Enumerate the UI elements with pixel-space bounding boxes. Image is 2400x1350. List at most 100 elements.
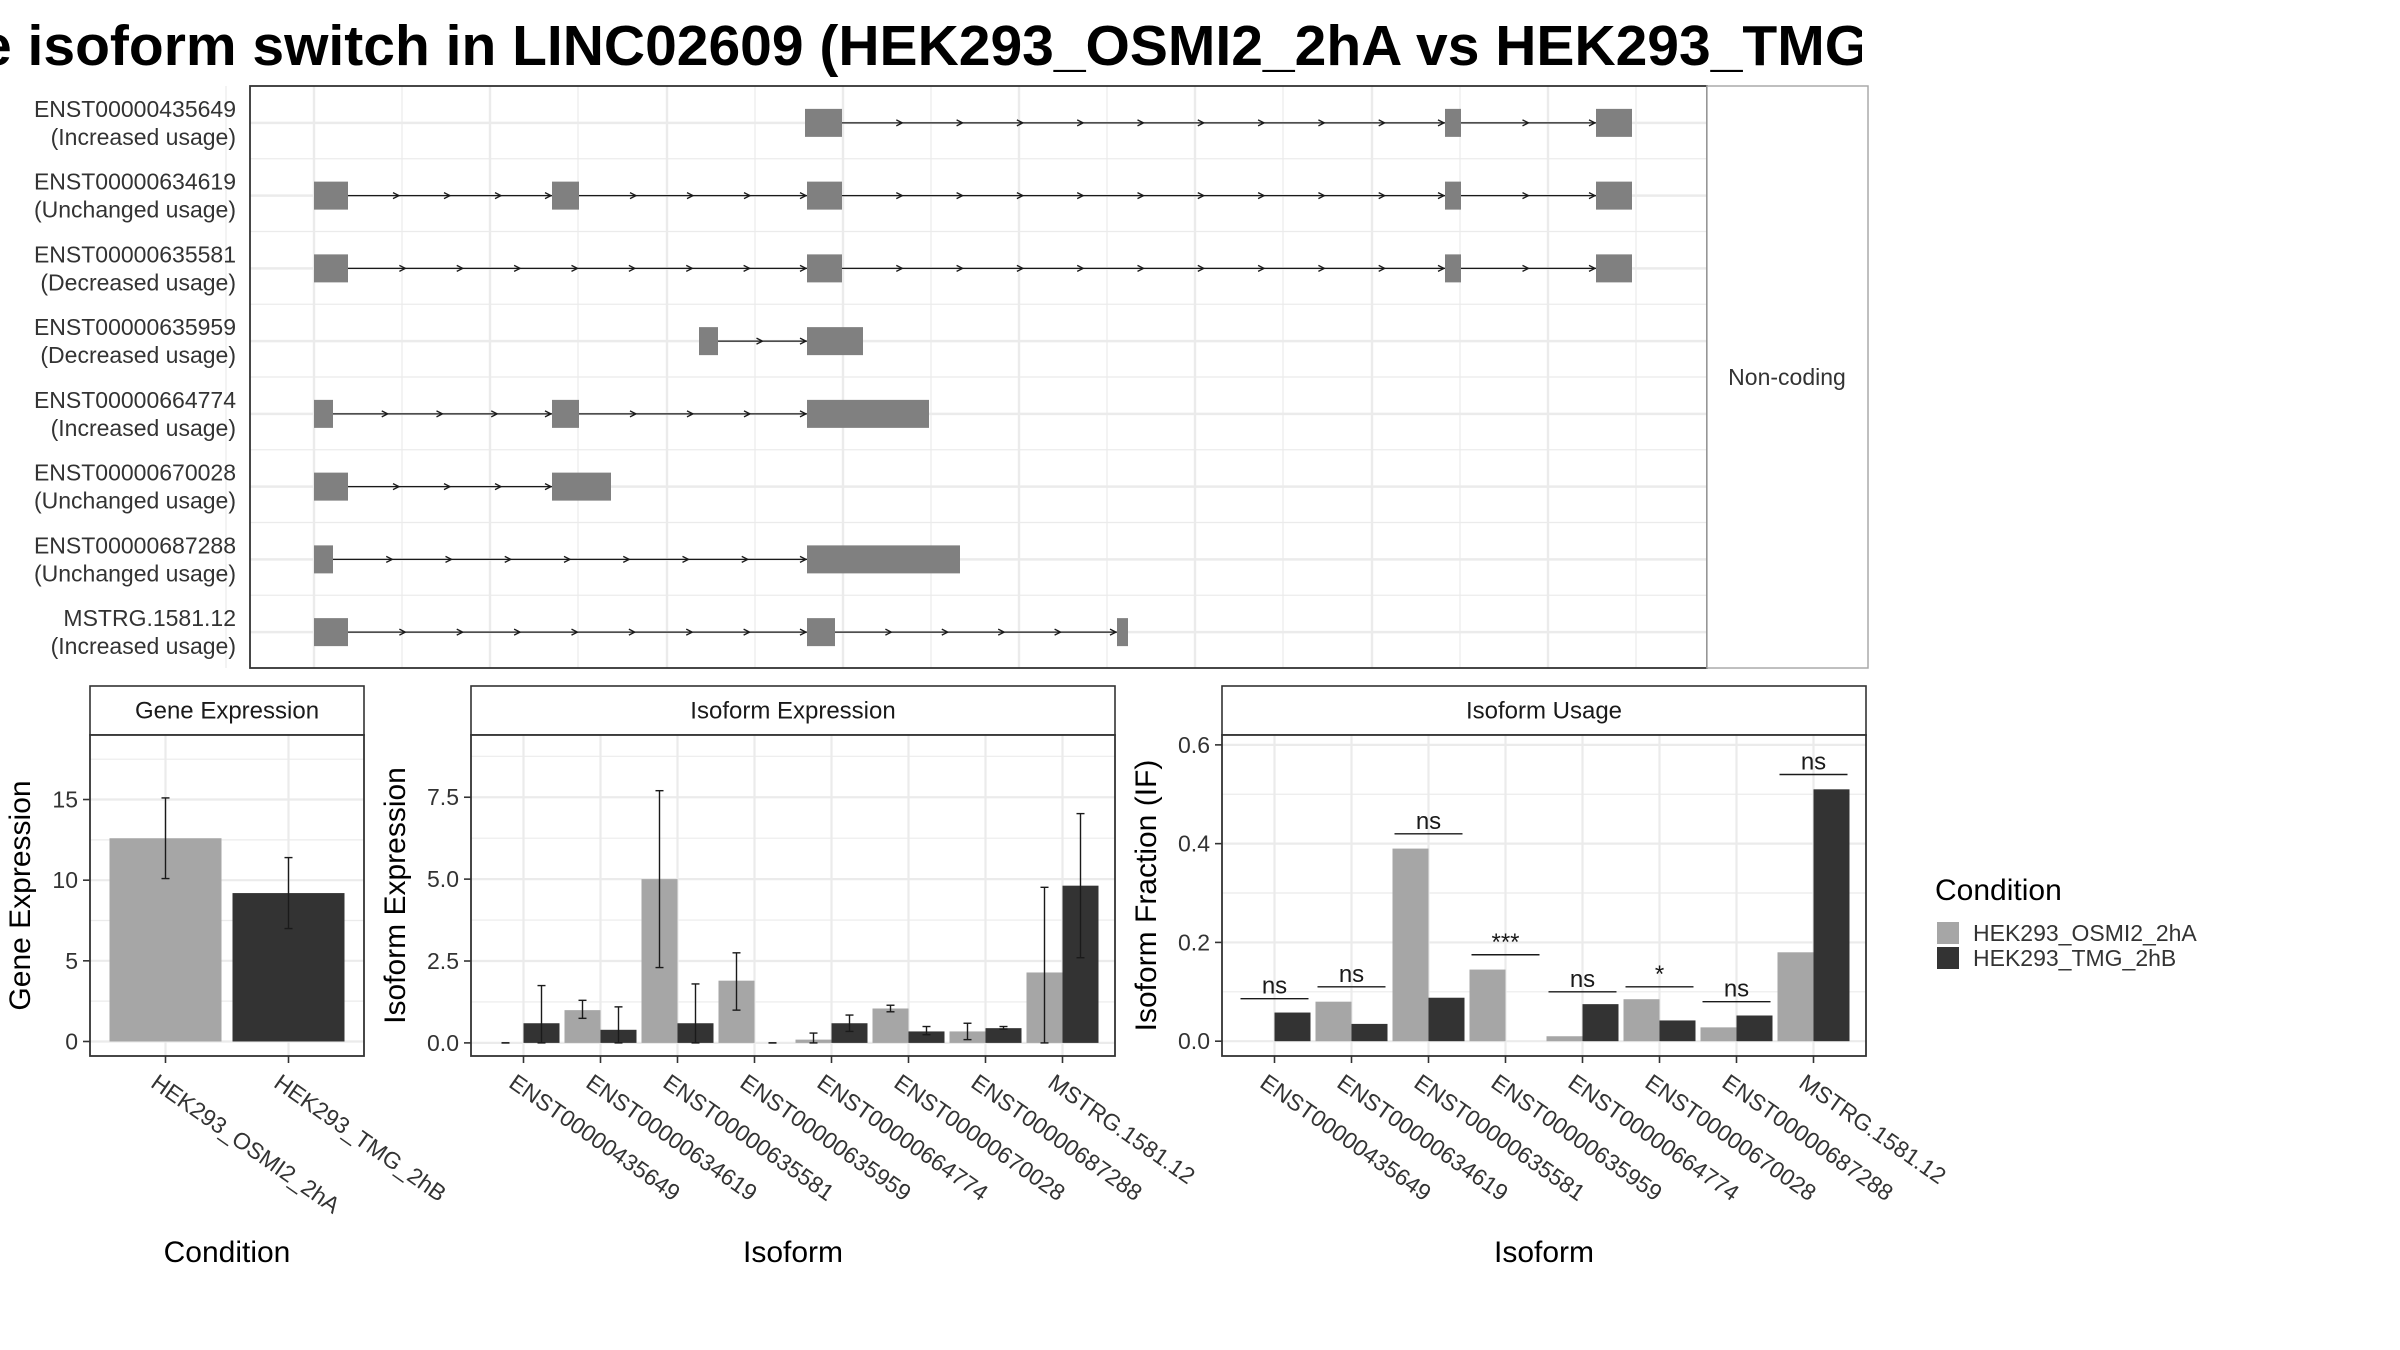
y-tick-label: 2.5 <box>427 948 459 974</box>
intron-arrow <box>686 410 695 418</box>
transcript-id-label: ENST00000635581 <box>34 241 236 267</box>
intron-arrow <box>756 337 764 345</box>
intron-arrow <box>494 192 503 200</box>
intron-arrow <box>685 628 694 636</box>
transcript-id-label: ENST00000435649 <box>34 96 236 122</box>
intron-arrow <box>544 410 553 418</box>
exon-block <box>552 472 611 501</box>
bar <box>1274 1012 1311 1042</box>
panel-border <box>1221 734 1867 1057</box>
intron-arrow <box>743 264 752 272</box>
isoform-expression-panel: Isoform Expression0.02.55.07.5ENST000004… <box>379 685 1200 1269</box>
exon-block <box>807 545 960 574</box>
intron-arrow <box>941 628 950 636</box>
exon-block <box>1445 254 1461 283</box>
intron-arrow <box>399 628 407 636</box>
exon-block <box>699 327 718 356</box>
intron-arrow <box>392 483 401 491</box>
exon-block <box>1596 108 1632 137</box>
intron-arrow <box>1522 119 1530 127</box>
facet-strip-label: Non-coding <box>1728 364 1846 390</box>
facet-strip-box <box>1706 85 1869 669</box>
transcript-id-label: ENST00000664774 <box>34 387 236 413</box>
y-tick-label: 10 <box>52 867 78 893</box>
intron-arrow <box>399 264 407 272</box>
exon-block <box>314 472 348 501</box>
intron-arrow <box>513 628 522 636</box>
panel-border <box>89 734 365 1057</box>
intron-arrow <box>628 628 637 636</box>
intron-arrow <box>685 264 694 272</box>
x-axis-title: Condition <box>164 1236 291 1269</box>
x-axis-title: Isoform <box>1494 1236 1594 1269</box>
significance-label: ns <box>1570 966 1595 993</box>
panel-strip <box>1221 685 1867 736</box>
figure-title: e isoform switch in LINC02609 (HEK293_OS… <box>0 14 1862 78</box>
intron-arrow <box>799 192 808 200</box>
transcript-id-label: ENST00000687288 <box>34 532 236 558</box>
bar <box>1392 848 1429 1042</box>
intron-arrow <box>682 555 690 563</box>
y-tick-label: 5 <box>65 948 78 974</box>
panel-title: Isoform Usage <box>1466 698 1622 725</box>
intron-arrow <box>622 555 631 563</box>
exon-block <box>807 254 842 283</box>
intron-arrow <box>1197 264 1206 272</box>
intron-arrow <box>445 555 453 563</box>
intron-arrow <box>885 628 893 636</box>
intron-arrow <box>686 192 695 200</box>
legend-label: HEK293_OSMI2_2hA <box>1973 920 2197 946</box>
intron-arrow <box>1197 192 1206 200</box>
intron-arrow <box>743 192 752 200</box>
intron-arrow <box>799 628 808 636</box>
bar <box>1582 1004 1619 1042</box>
x-axis-title: Isoform <box>743 1236 843 1269</box>
bar <box>1315 1001 1352 1042</box>
intron-arrow <box>1588 119 1597 127</box>
isoform-usage-panel: Isoform Usage 0.0 0.2 0.4 0.6 ns ns ns *** ns * ns n… <box>1130 685 1951 1269</box>
intron-arrow <box>563 555 572 563</box>
significance-label: ns <box>1724 976 1749 1003</box>
legend-title: Condition <box>1935 874 2062 907</box>
intron-arrow <box>571 264 579 272</box>
transcript-id-label: ENST00000635959 <box>34 314 236 340</box>
intron-arrow <box>456 628 465 636</box>
transcript-status-label: (Increased usage) <box>51 633 236 659</box>
intron-arrow <box>1378 119 1387 127</box>
y-tick-label: 0.0 <box>1178 1028 1210 1054</box>
transcript-id-label: ENST00000634619 <box>34 169 236 195</box>
bar <box>831 1023 868 1043</box>
y-tick-label: 0 <box>65 1028 78 1054</box>
intron-arrow <box>504 555 513 563</box>
intron-arrow <box>544 192 553 200</box>
intron-arrow <box>381 410 390 418</box>
significance-label: *** <box>1491 929 1519 956</box>
intron-arrow <box>571 628 579 636</box>
intron-arrow <box>1318 119 1326 127</box>
exon-block <box>314 545 333 574</box>
exon-block <box>807 181 842 210</box>
y-tick-label: 0.0 <box>427 1030 459 1056</box>
intron-arrow <box>896 264 904 272</box>
intron-arrow <box>1588 192 1597 200</box>
intron-arrow <box>1318 264 1326 272</box>
intron-arrow <box>1588 264 1597 272</box>
intron-arrow <box>956 264 965 272</box>
bar <box>1428 997 1465 1042</box>
intron-arrow <box>1076 192 1085 200</box>
intron-arrow <box>1257 192 1266 200</box>
y-tick-label: 15 <box>52 787 78 813</box>
y-tick-label: 0.2 <box>1178 929 1210 955</box>
transcript-status-label: (Decreased usage) <box>40 342 236 368</box>
intron-arrow <box>1076 119 1085 127</box>
y-tick-label: 0.4 <box>1178 831 1210 857</box>
exon-block <box>807 618 835 647</box>
bar <box>1351 1023 1388 1042</box>
significance-label: * <box>1655 961 1664 988</box>
intron-arrow <box>456 264 465 272</box>
intron-arrow <box>544 483 553 491</box>
intron-arrow <box>799 337 808 345</box>
exon-block <box>314 618 348 647</box>
intron-arrow <box>513 264 522 272</box>
